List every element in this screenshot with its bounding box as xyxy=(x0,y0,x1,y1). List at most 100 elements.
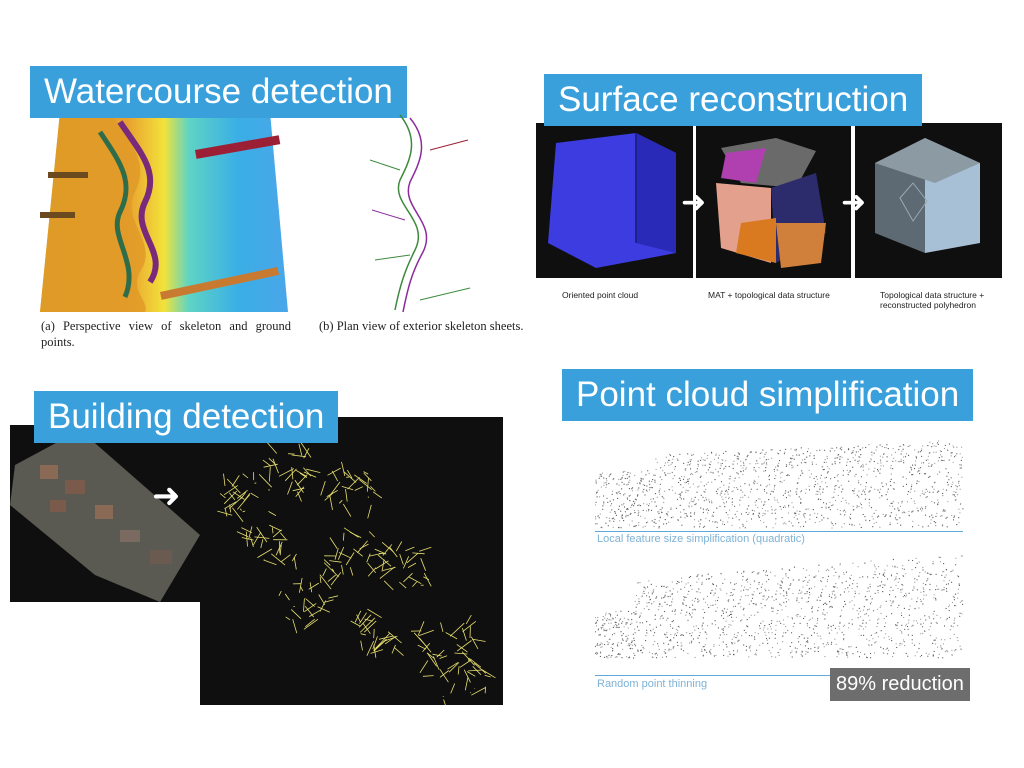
surface-polyhedron-image xyxy=(855,123,1002,278)
building-line xyxy=(381,541,394,553)
building-line xyxy=(242,510,246,513)
building-line xyxy=(484,686,487,694)
building-line xyxy=(378,635,394,640)
building-line xyxy=(382,544,393,556)
building-line xyxy=(377,554,392,567)
building-line xyxy=(337,546,345,560)
building-line xyxy=(366,640,375,656)
building-line xyxy=(373,638,387,651)
building-line xyxy=(223,485,239,496)
point-cloud-points xyxy=(595,555,964,659)
building-line xyxy=(381,559,385,572)
building-line xyxy=(462,627,467,641)
building-line xyxy=(308,582,320,590)
building-line xyxy=(375,633,390,649)
building-line xyxy=(449,622,465,637)
building-line xyxy=(342,503,352,517)
building-line xyxy=(484,674,491,678)
watercourse-caption-b: (b) Plan view of exterior skeleton sheet… xyxy=(319,319,524,333)
building-line xyxy=(358,614,372,628)
building-line xyxy=(367,562,377,573)
building-line xyxy=(473,662,487,674)
building-line xyxy=(237,494,251,510)
surface-mat-image xyxy=(696,123,851,278)
building-line xyxy=(417,621,425,636)
building-line xyxy=(341,486,354,491)
building-line xyxy=(370,486,376,492)
surface-reconstruction-title: Surface reconstruction xyxy=(544,74,923,126)
building-line xyxy=(366,553,371,563)
building-line xyxy=(445,632,458,640)
building-line xyxy=(356,540,368,554)
building-line xyxy=(241,537,254,541)
building-line xyxy=(223,490,238,505)
building-line xyxy=(362,622,371,634)
building-line xyxy=(367,496,370,498)
building-line xyxy=(299,472,308,478)
watercourse-perspective-image xyxy=(40,112,292,312)
building-line xyxy=(269,524,282,532)
building-line xyxy=(412,581,417,587)
building-line xyxy=(454,652,468,655)
building-line xyxy=(305,618,315,628)
building-line xyxy=(399,553,404,565)
building-line xyxy=(349,567,354,576)
building-line xyxy=(285,616,291,621)
building-line xyxy=(303,598,305,612)
caption-underline xyxy=(595,675,963,676)
building-line xyxy=(284,468,297,482)
building-line xyxy=(297,491,302,502)
building-line xyxy=(254,536,270,539)
building-line xyxy=(309,609,322,617)
building-line xyxy=(471,687,486,696)
simplified-point-cloud-top xyxy=(595,418,965,533)
building-line xyxy=(343,471,357,483)
building-line xyxy=(269,466,271,482)
building-line xyxy=(228,492,236,501)
building-line xyxy=(369,553,382,557)
building-line xyxy=(341,565,344,575)
building-line xyxy=(456,640,472,652)
building-line xyxy=(279,532,287,540)
building-line xyxy=(275,541,283,556)
building-line xyxy=(272,458,279,474)
building-line xyxy=(292,619,298,634)
building-line xyxy=(423,572,432,587)
building-line xyxy=(439,670,450,678)
building-line xyxy=(466,671,476,677)
building-line xyxy=(405,546,415,552)
building-line xyxy=(349,531,362,538)
building-line xyxy=(256,526,268,543)
building-line xyxy=(363,620,377,633)
building-line xyxy=(372,636,378,650)
building-line xyxy=(328,595,339,599)
building-line xyxy=(345,552,355,566)
building-line xyxy=(368,531,375,538)
building-line xyxy=(407,562,417,568)
building-line xyxy=(309,582,313,593)
surface-caption-mat: MAT + topological data structure xyxy=(708,290,830,300)
building-line xyxy=(292,487,305,492)
building-line xyxy=(450,683,456,694)
building-line xyxy=(459,659,473,668)
building-line xyxy=(347,469,353,479)
building-line xyxy=(439,655,448,659)
building-line xyxy=(353,474,367,484)
building-line xyxy=(231,475,240,487)
surface-caption-polyhedron: Topological data structure + reconstruct… xyxy=(880,290,985,310)
building-line xyxy=(298,443,303,456)
building-line xyxy=(324,599,334,603)
point-cloud-simplification-title: Point cloud simplification xyxy=(562,369,974,421)
building-line xyxy=(223,473,226,487)
building-line xyxy=(268,457,276,465)
building-line xyxy=(306,468,321,473)
building-line xyxy=(426,652,438,667)
building-line xyxy=(403,572,413,583)
simplification-caption-bottom: Random point thinning xyxy=(597,678,708,690)
building-line xyxy=(242,473,249,479)
building-line xyxy=(236,531,249,538)
building-line xyxy=(360,640,363,651)
building-line xyxy=(331,568,335,572)
building-line xyxy=(299,577,303,593)
building-line xyxy=(284,593,290,601)
